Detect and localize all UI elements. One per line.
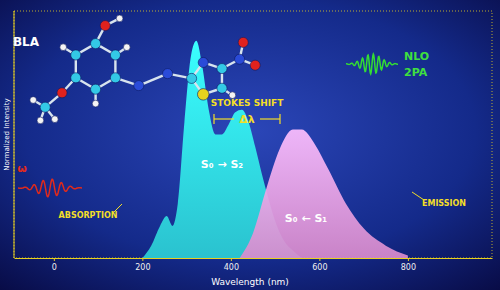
atom <box>217 83 227 93</box>
emission-label: EMISSION <box>422 199 466 208</box>
atom <box>91 84 101 94</box>
atom <box>197 89 209 101</box>
label-pointer <box>112 204 122 214</box>
stokes-label: STOKES SHIFT <box>211 98 285 108</box>
atom <box>60 44 67 51</box>
x-axis: 0 200 400 600 800 <box>15 258 493 272</box>
atom <box>100 21 110 31</box>
bla-label: BLA <box>13 35 40 49</box>
x-tick: 0 <box>52 258 57 272</box>
x-tick-mark <box>231 258 232 261</box>
absorption-label: ABSORPTION <box>59 211 118 220</box>
atom <box>40 102 50 112</box>
atom <box>238 37 248 47</box>
omega-label: ω <box>17 162 27 175</box>
x-tick-label: 800 <box>401 263 416 272</box>
plot-area <box>142 41 408 258</box>
x-axis-title: Wavelength (nm) <box>211 277 289 287</box>
nlo-label: NLO <box>404 50 429 63</box>
s0-s1-label: S₀ ← S₁ <box>285 212 328 225</box>
y-axis-title: Normalized Intensity <box>3 98 11 170</box>
x-tick-mark <box>142 258 143 261</box>
atom <box>217 64 227 74</box>
atom <box>51 116 58 123</box>
x-tick-label: 600 <box>312 263 327 272</box>
atom <box>134 81 144 91</box>
chart: 0 200 400 600 800 Wavelength (nm) Normalized I… <box>0 0 500 290</box>
x-tick-label: 400 <box>224 263 239 272</box>
atom <box>235 54 245 64</box>
atom <box>110 73 120 83</box>
background <box>0 0 500 290</box>
bracket-bar <box>260 118 280 119</box>
area-emission <box>240 130 408 258</box>
nlo-wave <box>346 54 398 74</box>
atom <box>198 57 208 67</box>
x-tick-mark <box>408 258 409 261</box>
x-tick: 600 <box>312 258 327 272</box>
s0-s2-label: S₀ → S₂ <box>201 158 244 171</box>
atom <box>30 97 37 104</box>
plot-frame <box>14 11 492 258</box>
x-tick: 200 <box>135 258 150 272</box>
atom <box>92 100 99 107</box>
x-tick-label: 0 <box>52 263 57 272</box>
atom <box>123 44 130 51</box>
atom <box>37 117 44 124</box>
label-pointer <box>412 192 424 200</box>
atom <box>250 60 260 70</box>
atom <box>91 39 101 49</box>
atom <box>57 88 67 98</box>
2pa-label: 2PA <box>404 66 428 79</box>
atom <box>71 73 81 83</box>
x-tick-label: 200 <box>135 263 150 272</box>
atom <box>163 69 173 79</box>
x-axis-line <box>15 258 493 259</box>
x-tick: 400 <box>224 258 239 272</box>
excitation-wave <box>18 179 82 197</box>
atom <box>187 73 197 83</box>
x-tick-mark <box>54 258 55 261</box>
x-tick-mark <box>319 258 320 261</box>
atom <box>110 50 120 60</box>
delta-lambda-label: Δλ <box>239 113 255 126</box>
atom <box>71 50 81 60</box>
x-tick: 800 <box>401 258 416 272</box>
bracket-bar <box>214 118 234 119</box>
atom <box>116 15 123 22</box>
